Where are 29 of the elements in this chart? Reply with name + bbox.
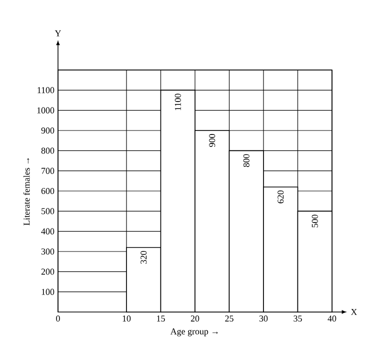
- text: Y: [54, 30, 62, 36]
- y-tick-label: 500: [42, 208, 54, 214]
- x-tick-label: 30: [259, 316, 268, 322]
- y-tick-label: 1000: [37, 107, 54, 114]
- x-tick-label: 20: [190, 316, 200, 322]
- y-tick-label: 700: [42, 168, 54, 174]
- y-axis-title: Literate females →: [23, 158, 30, 226]
- text: X: [350, 309, 358, 315]
- x-tick-label: 15: [157, 316, 165, 322]
- data-label: 1100: [174, 94, 181, 110]
- y-tick-label: 900: [41, 127, 54, 134]
- x-tick-label: 10: [122, 316, 131, 322]
- x-tick-label: 0: [56, 316, 60, 322]
- x-tick-label: 40: [328, 316, 336, 322]
- x-axis-title: Age group →: [170, 328, 218, 336]
- y-tick-label: 1100: [38, 87, 54, 94]
- y-tick-label: 300: [41, 248, 54, 255]
- x-tick-label: 25: [225, 316, 234, 322]
- data-label: 800: [243, 154, 250, 167]
- data-label: 500: [312, 214, 318, 228]
- x-tick-label: 35: [294, 316, 302, 322]
- y-tick-label: 800: [41, 148, 54, 154]
- y-tick-label: 100: [42, 288, 54, 295]
- data-label: 900: [209, 134, 216, 147]
- data-label: 620: [278, 190, 284, 204]
- y-tick-label: 200: [41, 268, 54, 275]
- y-tick-label: 400: [41, 228, 54, 234]
- data-label: 320: [140, 250, 147, 264]
- y-tick-label: 600: [41, 188, 54, 194]
